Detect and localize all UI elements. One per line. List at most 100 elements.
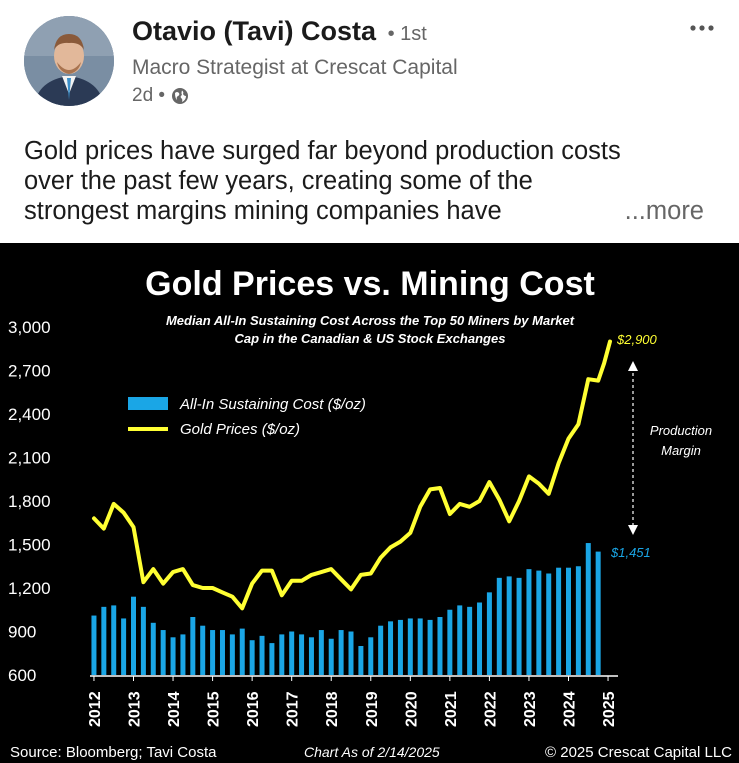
cost-bar [407,618,413,675]
production-margin-arrow [628,361,638,535]
cost-bar [348,631,354,675]
cost-bar [160,630,166,675]
cost-bar [575,566,581,675]
cost-bar [457,605,463,675]
cost-bar [506,576,512,675]
author-name-text[interactable]: Otavio (Tavi) Costa [132,16,377,46]
cost-bar [229,634,235,675]
x-tick-label: 2017 [285,691,302,727]
post-text: Gold prices have surged far beyond produ… [24,136,714,226]
y-axis: 3,000 2,700 2,400 2,100 1,800 1,500 1,200 900 60… [8,318,51,685]
cost-bar [180,634,186,675]
chart-image[interactable]: Gold Prices vs. Mining Cost Median All-I… [0,243,739,763]
author-avatar[interactable] [24,16,114,106]
cost-bar [170,637,176,675]
globe-icon [172,88,189,104]
y-tick-label: 900 [8,623,36,642]
x-tick-label: 2019 [364,691,381,727]
margin-label-line-2: Margin [661,443,701,458]
post-meta: 2d • [132,85,189,107]
cost-bar [91,615,97,675]
cost-bar [437,617,443,675]
x-tick-label: 2018 [324,691,341,727]
gold-end-label: $2,900 [616,332,658,347]
x-tick-label: 2012 [87,691,104,727]
cost-bar [556,567,562,675]
more-options-icon[interactable] [689,22,715,34]
cost-bar [427,619,433,675]
cost-bar [417,618,423,675]
y-tick-label: 3,000 [8,318,51,337]
legend-line-label: Gold Prices ($/oz) [180,421,300,438]
chart-as-of: Chart As of 2/14/2025 [304,744,440,760]
cost-bar [131,596,136,675]
cost-bar [269,643,275,675]
y-tick-label: 2,700 [8,362,51,381]
x-tick-label: 2020 [403,691,420,727]
connection-degree: • 1st [387,23,427,45]
cost-bar [249,640,255,675]
x-tick-label: 2023 [522,691,539,727]
x-tick-label: 2015 [206,691,223,727]
cost-bar [308,637,314,675]
cost-bar [397,619,403,675]
x-tick-label: 2016 [245,691,262,727]
cost-bar [328,638,334,675]
cost-bar [279,634,285,675]
cost-bar [111,605,117,675]
y-tick-label: 1,800 [8,492,51,511]
cost-bar [447,609,453,675]
cost-bar [486,592,492,675]
legend-bar-label: All-In Sustaining Cost ($/oz) [179,396,366,413]
cost-bar [190,617,196,675]
y-tick-label: 2,400 [8,405,51,424]
post-header: Otavio (Tavi) Costa • 1st Macro Strategi… [0,0,739,124]
chart-subtitle-line-1: Median All-In Sustaining Cost Across the… [166,313,575,328]
post-time: 2d • [132,85,166,106]
cost-bar [121,618,127,675]
chart-legend: All-In Sustaining Cost ($/oz) Gold Price… [128,396,366,438]
y-tick-label: 1,500 [8,536,51,555]
cost-bar [585,543,591,675]
cost-bar [566,567,571,675]
legend-bar-swatch [128,397,168,410]
y-tick-label: 1,200 [8,579,51,598]
cost-bar [338,630,344,675]
gold-line-layer [92,339,612,611]
chart-copyright: © 2025 Crescat Capital LLC [545,744,732,761]
cost-bar [239,628,245,675]
cost-bar [516,577,522,675]
post-text-line-3: strongest margins mining companies have [24,197,502,225]
y-tick-label: 600 [8,666,36,685]
x-tick-label: 2014 [166,691,183,727]
x-tick-label: 2024 [562,691,579,727]
cost-bar [150,622,156,675]
x-tick-label: 2025 [601,691,618,727]
cost-bar [289,631,295,675]
post-text-line-1: Gold prices have surged far beyond produ… [24,137,621,165]
cost-bar [526,569,532,675]
author-name[interactable]: Otavio (Tavi) Costa • 1st [132,16,427,47]
cost-bar [219,630,225,675]
cost-bar [477,602,483,675]
cost-bar [101,606,107,675]
cost-bar [210,630,216,675]
cost-bar [299,634,305,675]
cost-bar [536,570,542,675]
x-axis: 2012 2013 2014 2015 2016 2017 2018 2019 2020 2021… [87,675,618,727]
cost-bar [200,625,206,675]
cost-bar [368,637,374,675]
cost-bar [358,646,364,675]
cost-bars [91,543,601,675]
chart-title: Gold Prices vs. Mining Cost [145,265,595,303]
gold-vs-mining-cost-chart: Gold Prices vs. Mining Cost Median All-I… [0,243,739,763]
x-tick-label: 2022 [482,691,499,727]
cost-bar [595,551,601,675]
chart-source: Source: Bloomberg; Tavi Costa [10,744,217,761]
cost-bar [388,621,394,675]
chart-subtitle-line-2: Cap in the Canadian & US Stock Exchanges [235,331,506,346]
post-text-line-3-wrap: strongest margins mining companies have … [24,196,714,226]
cost-end-label: $1,451 [610,545,651,560]
see-more-link[interactable]: ...more [624,197,704,225]
x-tick-label: 2021 [443,691,460,727]
